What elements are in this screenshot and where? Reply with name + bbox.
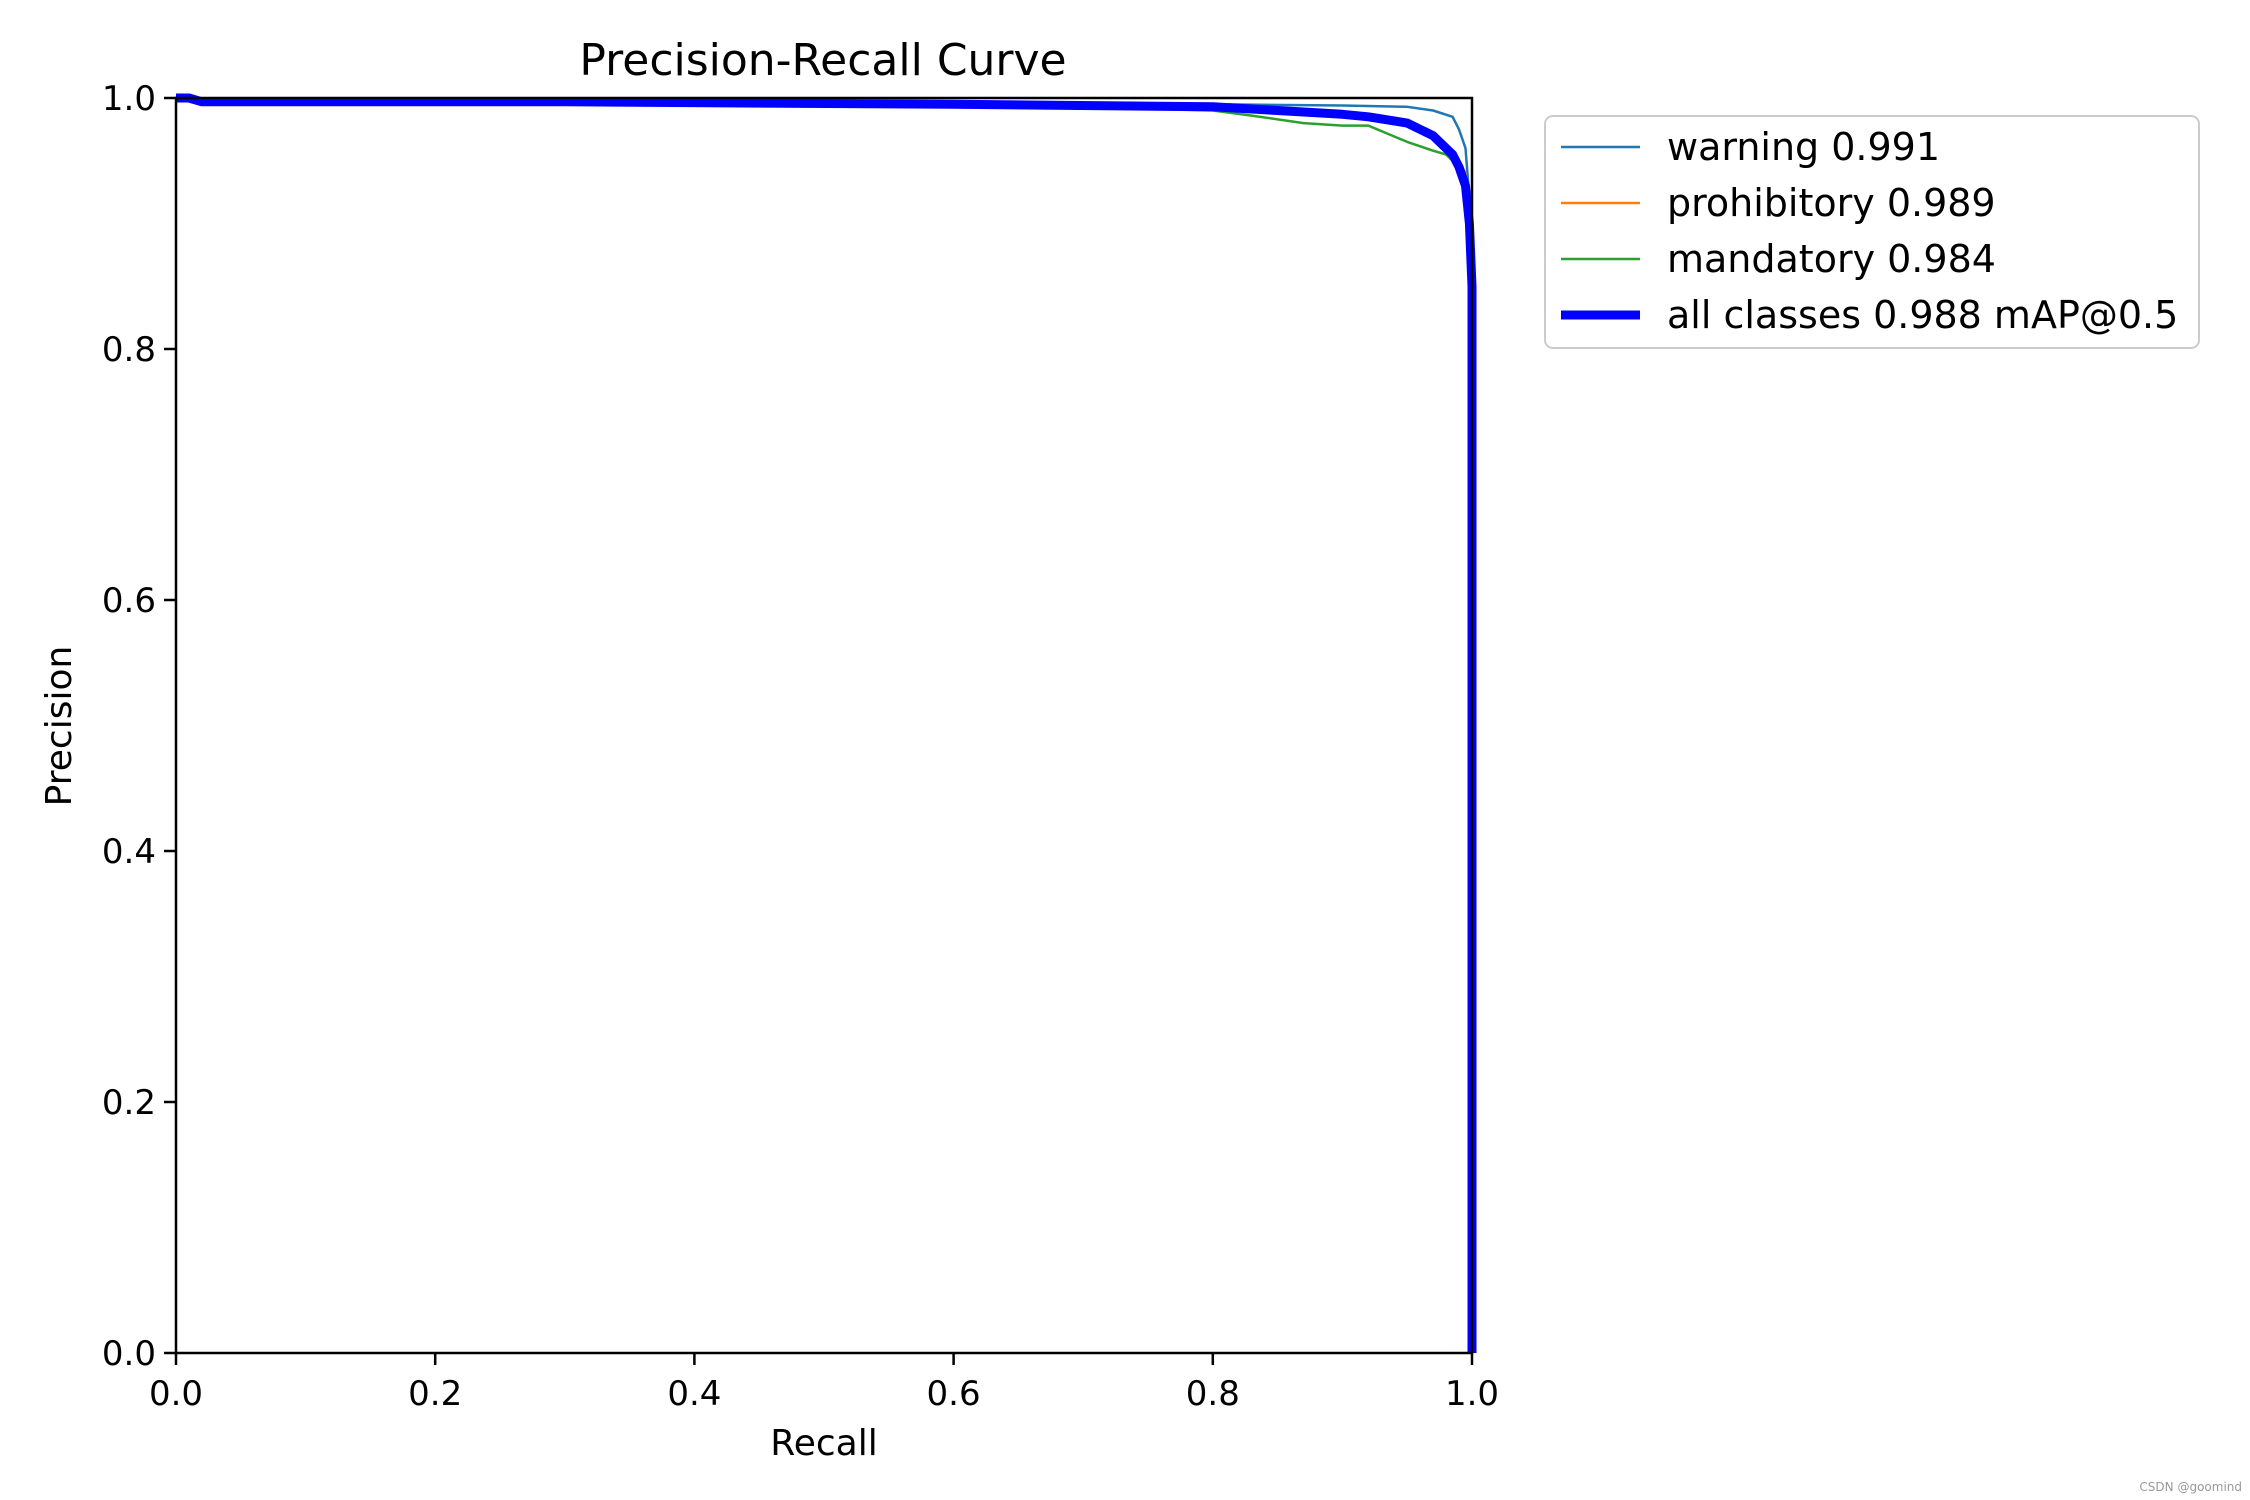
y-tick-label: 0.8 [102,330,156,370]
legend-label: all classes 0.988 mAP@0.5 [1667,293,2178,337]
legend-box [1544,115,2200,349]
y-tick-label: 0.4 [102,832,156,872]
axes-frame [174,96,1474,1355]
legend-label: prohibitory 0.989 [1667,181,1996,225]
x-tick-label: 0.8 [1186,1374,1240,1414]
y-tick-label: 0.6 [102,581,156,621]
y-tick-label: 1.0 [102,79,156,119]
x-tick-label: 0.2 [408,1374,462,1414]
series-line-4 [176,93,1477,1353]
y-tick-label: 0.0 [102,1334,156,1374]
x-tick-label: 0.6 [927,1374,981,1414]
plot-area [176,93,1477,1353]
watermark: CSDN @goomind [2139,1480,2242,1494]
chart-title: Precision-Recall Curve [579,35,1066,86]
legend-label: mandatory 0.984 [1667,237,1996,281]
y-tick-label: 0.2 [102,1083,156,1123]
y-axis-ticks: 0.0 0.2 0.4 0.6 0.8 1.0 [102,79,176,1374]
x-tick-label: 0.0 [149,1374,203,1414]
x-tick-label: 0.4 [667,1374,721,1414]
legend-label: warning 0.991 [1667,125,1940,169]
x-tick-label: 1.0 [1445,1374,1499,1414]
legend: warning 0.991 prohibitory 0.989 mandatory … [1544,115,2200,349]
x-axis-label: Recall [770,1423,877,1464]
x-axis-ticks: 0.0 0.2 0.4 0.6 0.8 1.0 [149,1353,1499,1414]
y-axis-label: Precision [39,646,80,807]
